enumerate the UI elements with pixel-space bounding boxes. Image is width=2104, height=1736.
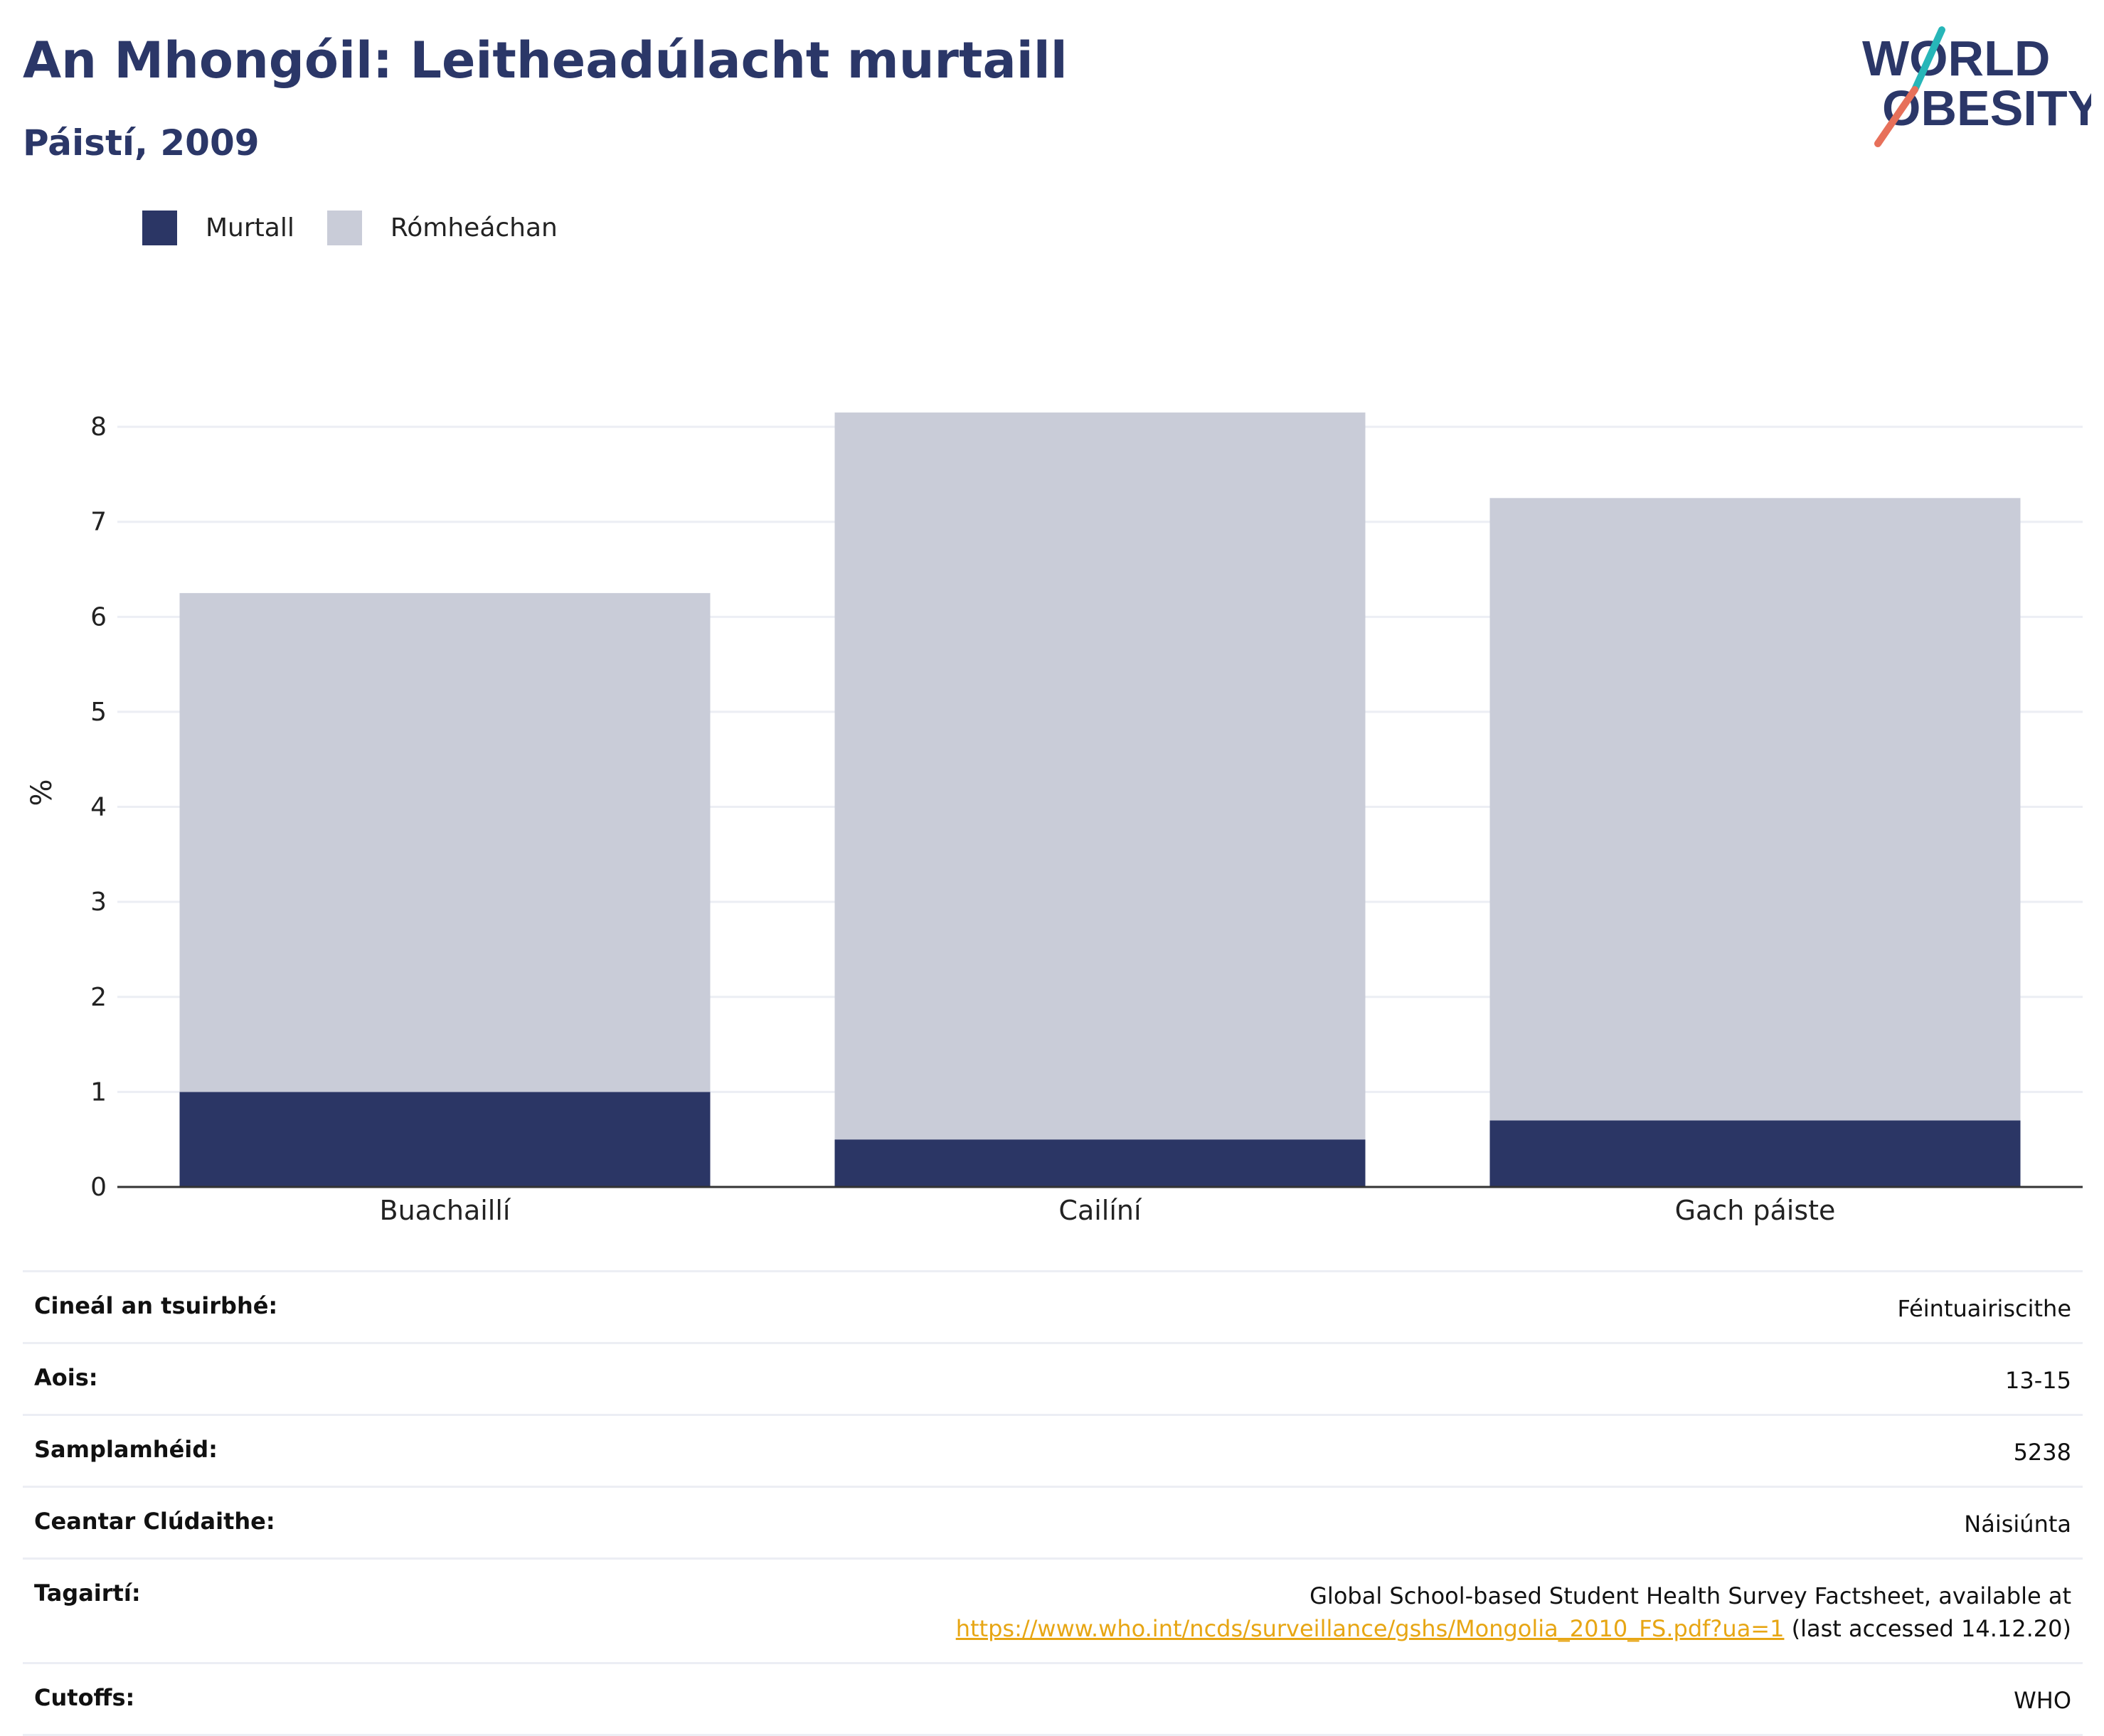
detail-label: Tagairtí: [34, 1580, 141, 1607]
logo-word-1: WORLD [1862, 31, 2050, 86]
bar-segment-overweight [1489, 498, 2021, 1121]
reference-link[interactable]: https://www.who.int/ncds/surveillance/gs… [955, 1615, 1785, 1642]
reference-text: Global School-based Student Health Surve… [1309, 1582, 2071, 1609]
legend-item-overweight[interactable]: Rómheáchan [326, 211, 558, 245]
legend-label: Murtall [206, 213, 294, 243]
detail-label: Cineál an tsuirbhé: [34, 1292, 278, 1319]
bar-segment-obese [179, 1092, 711, 1187]
logo-slash-teal [1911, 26, 1945, 93]
stacked-bar-chart: 0 1 2 3 4 5 6 7 8% Buachaillí Cailíní Gach páiste [26, 412, 2083, 1226]
y-tick-label: 2 [90, 983, 107, 1012]
reference-link-line: https://www.who.int/ncds/surveillance/gs… [956, 1612, 2071, 1645]
survey-details-table: Cineál an tsuirbhé: Féintuairiscithe Aoi… [23, 1270, 2083, 1736]
detail-row-age: Aois: 13-15 [23, 1342, 2083, 1414]
legend-swatch-overweight [326, 211, 362, 245]
detail-row-cutoffs: Cutoffs: WHO [23, 1662, 2083, 1736]
y-tick-label: 1 [90, 1077, 107, 1107]
bar-segment-overweight [179, 592, 711, 1092]
chart-legend: Murtall Rómheáchan [142, 211, 590, 245]
detail-label: Samplamhéid: [34, 1436, 218, 1463]
detail-value: 13-15 [2005, 1367, 2071, 1394]
y-tick-label: 6 [90, 602, 107, 632]
reference-accessed: (last accessed 14.12.20) [1784, 1615, 2071, 1642]
legend-item-obese[interactable]: Murtall [142, 211, 294, 245]
y-tick-label: 8 [90, 412, 107, 442]
x-tick-label: Gach páiste [1675, 1195, 1836, 1226]
bar-segment-obese [1489, 1120, 2021, 1187]
detail-value: Náisiúnta [1964, 1511, 2071, 1538]
legend-label: Rómheáchan [390, 213, 558, 243]
detail-value: Global School-based Student Health Surve… [956, 1580, 2071, 1645]
y-axis-label: % [26, 779, 58, 806]
x-tick-label: Buachaillí [380, 1195, 511, 1226]
detail-row-sample-size: Samplamhéid: 5238 [23, 1414, 2083, 1486]
detail-row-survey-type: Cineál an tsuirbhé: Féintuairiscithe [23, 1270, 2083, 1342]
world-obesity-logo: WORLD OBESITY [1862, 26, 2091, 147]
logo-slash-coral [1874, 86, 1918, 147]
detail-row-area-covered: Ceantar Clúdaithe: Náisiúnta [23, 1486, 2083, 1557]
detail-label: Ceantar Clúdaithe: [34, 1508, 275, 1535]
bar-segment-overweight [834, 412, 1366, 1140]
legend-swatch-obese [142, 211, 177, 245]
detail-value: 5238 [2013, 1439, 2071, 1466]
detail-row-references: Tagairtí: Global School-based Student He… [23, 1557, 2083, 1662]
bar-segment-obese [834, 1139, 1366, 1187]
x-tick-label: Cailíní [1058, 1195, 1142, 1226]
y-tick-label: 3 [90, 888, 107, 917]
detail-value: WHO [2014, 1687, 2071, 1714]
page-subtitle: Páistí, 2009 [23, 122, 260, 164]
y-tick-label: 4 [90, 793, 107, 822]
page-title: An Mhongóil: Leitheadúlacht murtaill [23, 31, 1068, 90]
detail-value: Féintuairiscithe [1897, 1295, 2071, 1322]
y-tick-label: 7 [90, 508, 107, 537]
y-tick-label: 0 [90, 1173, 107, 1202]
detail-label: Aois: [34, 1364, 98, 1391]
y-tick-label: 5 [90, 698, 107, 727]
detail-label: Cutoffs: [34, 1684, 135, 1711]
